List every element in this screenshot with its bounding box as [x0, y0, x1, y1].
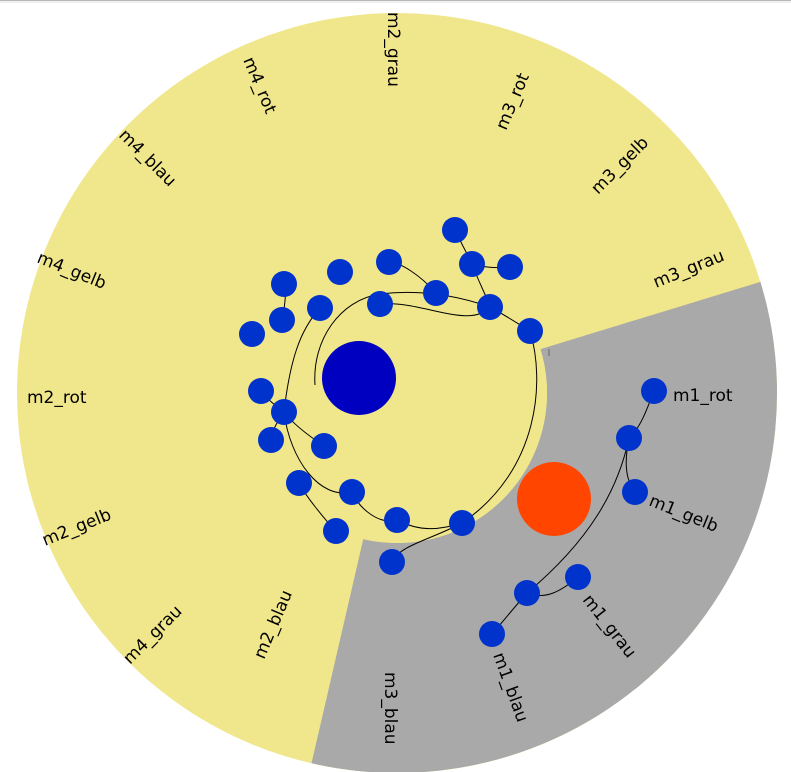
leaf-node-m1-grau[interactable] — [565, 564, 591, 590]
leaf-node-m1-gelb[interactable] — [622, 479, 648, 505]
inner-node[interactable] — [497, 254, 523, 280]
link-inner-orbit-c — [283, 307, 398, 522]
inner-node[interactable] — [339, 479, 365, 505]
leaf-node-m1-rot[interactable] — [641, 378, 667, 404]
inner-node[interactable] — [258, 427, 284, 453]
inner-node[interactable] — [379, 549, 405, 575]
inner-node[interactable] — [311, 433, 337, 459]
inner-node[interactable] — [239, 321, 265, 347]
inner-node[interactable] — [376, 249, 402, 275]
tree-nodes — [239, 217, 667, 647]
inner-node[interactable] — [477, 294, 503, 320]
inner-node[interactable] — [517, 318, 543, 344]
inner-node[interactable] — [459, 251, 485, 277]
inner-node[interactable] — [271, 271, 297, 297]
leaf-node-m1-blau[interactable] — [479, 621, 505, 647]
link-m1-spine — [526, 437, 630, 594]
inner-node[interactable] — [327, 259, 353, 285]
inner-node[interactable] — [286, 470, 312, 496]
inner-node[interactable] — [323, 518, 349, 544]
inner-node[interactable] — [384, 507, 410, 533]
label-m1-rot[interactable]: m1_rot — [673, 386, 733, 406]
inner-node[interactable] — [269, 307, 295, 333]
inner-node[interactable] — [616, 425, 642, 451]
inner-node[interactable] — [449, 510, 475, 536]
label-m2-grau[interactable]: m2_grau — [383, 12, 403, 87]
label-m2-rot[interactable]: m2_rot — [27, 388, 87, 408]
inner-node[interactable] — [442, 217, 468, 243]
inner-node[interactable] — [248, 378, 274, 404]
label-m3-blau[interactable]: m3_blau — [380, 672, 400, 745]
inner-node[interactable] — [271, 399, 297, 425]
root-node[interactable] — [322, 341, 396, 415]
inner-node[interactable] — [514, 580, 540, 606]
focus-node[interactable] — [517, 462, 591, 536]
window-top-border — [0, 0, 791, 3]
inner-node[interactable] — [307, 295, 333, 321]
link-inner-orbit-a — [391, 330, 538, 563]
inner-node[interactable] — [423, 280, 449, 306]
inner-node[interactable] — [367, 291, 393, 317]
